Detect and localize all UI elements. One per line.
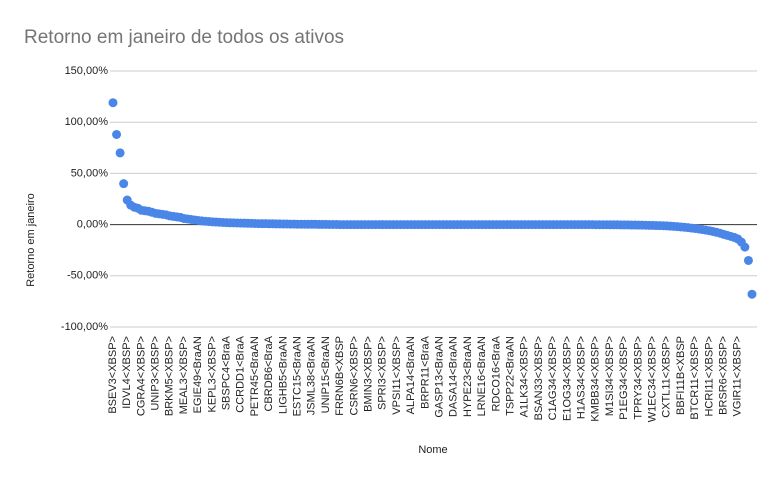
x-tick-label: TPRY34<XBSP> — [632, 336, 644, 420]
y-tick-label: -50,00% — [67, 270, 108, 282]
x-tick-label: ALPA14<BraAN — [405, 336, 417, 414]
y-tick-label: 150,00% — [65, 65, 109, 77]
x-tick-label: CBRDB6<BraA — [263, 335, 275, 411]
x-tick-label: DASA14<BraAN — [448, 336, 460, 417]
point — [108, 98, 118, 108]
x-tick-label: KMBB34<XBSP> — [590, 336, 602, 422]
x-tick-label: RDCO16<BraA — [490, 335, 502, 411]
x-tick-label: GASP13<BraAN — [434, 336, 446, 418]
x-tick-label: EGIE49<BraAN — [192, 336, 204, 413]
x-tick-label: MEAL3<XBSP> — [178, 336, 190, 414]
x-tick-label: BRPR11<BraA — [419, 335, 431, 409]
x-tick-label: BBFI11B<XBSP — [675, 336, 687, 415]
x-tick-label: CXTL11<XBSP> — [661, 336, 673, 418]
x-tick-label: BSAN33<XBSP> — [533, 336, 545, 420]
x-tick-label: SBSPC4<BraA — [221, 335, 233, 410]
x-axis-title: Nome — [418, 444, 447, 456]
y-tick-label: -100,00% — [61, 321, 108, 333]
x-tick-label: CCRDD1<BraA — [235, 335, 247, 412]
point — [112, 129, 122, 139]
x-tick-label: FRRN6B<XBSP — [334, 336, 346, 416]
y-tick-label: 100,00% — [65, 116, 109, 128]
x-tick-label: IDVL4<XBSP> — [121, 336, 133, 409]
x-tick-label: KEPL3<XBSP> — [206, 336, 218, 412]
x-tick-label: W1EC34<XBSP> — [647, 336, 659, 422]
x-tick-label: P1EG34<XBSP> — [618, 336, 630, 420]
x-tick-label: JSML38<BraAN — [306, 336, 318, 415]
x-tick-label: CGRA4<XBSP> — [135, 336, 147, 416]
x-tick-label: LIGHB5<BraAN — [277, 336, 289, 414]
x-tick-label: M1SI34<XBSP> — [604, 336, 616, 416]
x-tick-label: PETR45<BraAN — [249, 336, 261, 416]
x-tick-label: BRKM5<XBSP> — [164, 336, 176, 416]
point — [115, 148, 125, 158]
x-tick-label: E1OG34<XBSP> — [561, 336, 573, 421]
y-axis-title: Retorno em janeiro — [25, 193, 37, 287]
x-tick-label: TSPP22<BraAN — [505, 336, 517, 416]
x-tick-label: LRNE16<BraAN — [476, 336, 488, 416]
x-tick-label: H1AS34<XBSP> — [576, 336, 588, 419]
x-tick-label: VPSI11<XBSP> — [391, 336, 403, 415]
x-tick-label: C1AG34<XBSP> — [547, 336, 559, 420]
x-tick-label: HYPE23<BraAN — [462, 336, 474, 417]
x-tick-label: HCRI11<XBSP> — [703, 336, 715, 417]
x-tick-label: SPRI3<XBSP> — [377, 336, 389, 410]
x-tick-label: VGIR11<XBSP> — [732, 336, 744, 417]
point — [740, 242, 750, 252]
x-tick-label: ESTC15<BraAN — [292, 336, 304, 416]
x-tick-label: BTCR11<XBSP> — [689, 336, 701, 420]
point — [743, 255, 753, 265]
x-tick-label: BSEV3<XBSP> — [107, 336, 119, 414]
y-tick-label: 0,00% — [77, 219, 108, 231]
x-tick-label: CSRN6<XBSP> — [348, 336, 360, 415]
chart-title: Retorno em janeiro de todos os ativos — [24, 27, 344, 48]
x-tick-label: UNIP15<BraAN — [320, 336, 332, 413]
x-tick-label: A1LK34<XBSP> — [519, 336, 531, 417]
point — [119, 179, 129, 189]
y-tick-label: 50,00% — [71, 167, 109, 179]
x-tick-label: UNIP3<XBSP> — [150, 336, 162, 411]
x-tick-label: BRSR6<XBSP> — [718, 336, 730, 415]
x-tick-label: BMIN3<XBSP> — [363, 336, 375, 412]
point — [747, 289, 757, 299]
